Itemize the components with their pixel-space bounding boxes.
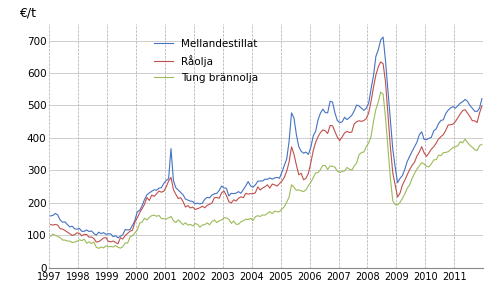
Mellandestillat xyxy=(214,192,220,195)
Tung brännolja xyxy=(55,234,61,238)
Råolja xyxy=(55,223,61,227)
Mellandestillat xyxy=(115,236,121,240)
Mellandestillat xyxy=(436,122,442,125)
Mellandestillat xyxy=(139,204,145,207)
Line: Mellandestillat: Mellandestillat xyxy=(50,37,482,238)
Råolja xyxy=(115,242,121,246)
Mellandestillat xyxy=(469,106,475,110)
Råolja xyxy=(479,104,485,108)
Mellandestillat xyxy=(380,35,386,39)
Tung brännolja xyxy=(101,246,106,250)
Råolja xyxy=(436,137,442,141)
Line: Tung brännolja: Tung brännolja xyxy=(50,92,482,248)
Mellandestillat xyxy=(55,213,61,217)
Tung brännolja xyxy=(47,235,53,238)
Tung brännolja xyxy=(96,247,102,250)
Mellandestillat xyxy=(47,214,53,218)
Råolja xyxy=(214,196,220,199)
Råolja xyxy=(469,119,475,123)
Tung brännolja xyxy=(139,220,145,224)
Tung brännolja xyxy=(469,145,475,149)
Mellandestillat xyxy=(98,232,104,236)
Legend: Mellandestillat, Råolja, Tung brännolja: Mellandestillat, Råolja, Tung brännolja xyxy=(150,34,262,88)
Råolja xyxy=(139,207,145,211)
Tung brännolja xyxy=(479,143,485,146)
Råolja xyxy=(378,60,384,64)
Tung brännolja xyxy=(214,221,220,224)
Mellandestillat xyxy=(479,97,485,100)
Tung brännolja xyxy=(436,153,442,157)
Text: €/t: €/t xyxy=(19,6,36,19)
Tung brännolja xyxy=(378,90,384,94)
Råolja xyxy=(98,238,104,242)
Line: Råolja: Råolja xyxy=(50,62,482,244)
Råolja xyxy=(47,223,53,226)
